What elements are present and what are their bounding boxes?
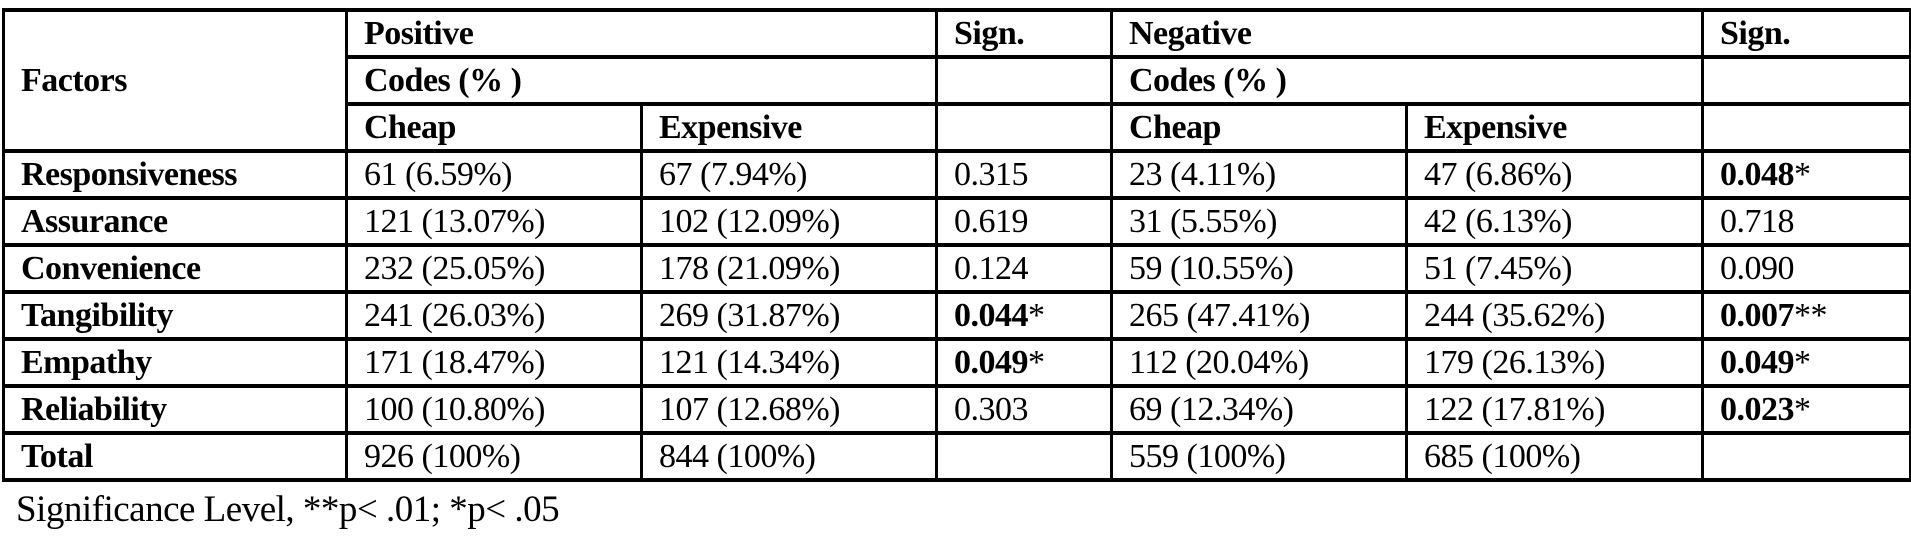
factor-cell: Assurance <box>2 196 348 247</box>
positive-expensive-cell: 269 (31.87%) <box>640 290 938 341</box>
table-row: Reliability 100 (10.80%) 107 (12.68%) 0.303… <box>2 384 1911 435</box>
negative-cheap-cell: 31 (5.55%) <box>1110 196 1408 247</box>
sig-value: 0.718 <box>1720 203 1795 240</box>
negative-expensive-cell: 685 (100%) <box>1404 431 1705 482</box>
positive-cheap-cell: 61 (6.59%) <box>345 149 643 200</box>
factor-cell: Convenience <box>2 243 348 294</box>
negative-cheap-cell: 59 (10.55%) <box>1110 243 1408 294</box>
sig-value: 0.090 <box>1720 250 1795 287</box>
header-codes-negative: Codes (% ) <box>1109 55 1705 106</box>
positive-cheap-cell: 121 (13.07%) <box>345 196 643 247</box>
sig-value: 0.007 <box>1720 297 1795 334</box>
table-row: Responsiveness 61 (6.59%) 67 (7.94%) 0.315 2… <box>2 149 1911 200</box>
positive-sign-cell <box>935 431 1113 482</box>
negative-cheap-cell: 112 (20.04%) <box>1110 337 1408 388</box>
factor-cell: Tangibility <box>2 290 348 341</box>
sig-value: 0.049 <box>1720 344 1795 381</box>
header-expensive-positive: Expensive <box>640 102 938 153</box>
negative-sign-cell: 0.048* <box>1701 149 1911 200</box>
table-row: Total 926 (100%) 844 (100%) 559 (100%) 685 (… <box>2 431 1911 482</box>
positive-cheap-cell: 241 (26.03%) <box>345 290 643 341</box>
header-empty-cell <box>1701 55 1911 106</box>
sig-value: 0.619 <box>954 203 1029 240</box>
factor-cell: Reliability <box>2 384 348 435</box>
positive-sign-cell: 0.619 <box>935 196 1113 247</box>
table-row: Convenience 232 (25.05%) 178 (21.09%) 0.124… <box>2 243 1911 294</box>
positive-cheap-cell: 926 (100%) <box>345 431 643 482</box>
negative-expensive-cell: 179 (26.13%) <box>1404 337 1705 388</box>
header-sign-positive: Sign. <box>935 8 1113 59</box>
negative-cheap-cell: 559 (100%) <box>1110 431 1408 482</box>
negative-expensive-cell: 47 (6.86%) <box>1404 149 1705 200</box>
sig-value: 0.023 <box>1720 391 1795 428</box>
sig-stars: * <box>1794 391 1811 428</box>
positive-sign-cell: 0.303 <box>935 384 1113 435</box>
header-factors: Factors <box>2 8 348 153</box>
header-empty-cell <box>1701 102 1911 153</box>
table-row: Assurance 121 (13.07%) 102 (12.09%) 0.619 31… <box>2 196 1911 247</box>
header-codes-positive: Codes (% ) <box>345 55 938 106</box>
negative-expensive-cell: 51 (7.45%) <box>1404 243 1705 294</box>
negative-cheap-cell: 23 (4.11%) <box>1110 149 1408 200</box>
page: Factors Positive Sign. Negative Sign. Co… <box>0 8 1911 546</box>
header-negative: Negative <box>1109 8 1705 59</box>
sig-stars: * <box>1028 344 1045 381</box>
header-cheap-positive: Cheap <box>345 102 643 153</box>
negative-sign-cell: 0.090 <box>1701 243 1911 294</box>
negative-expensive-cell: 244 (35.62%) <box>1404 290 1705 341</box>
sig-value: 0.315 <box>954 156 1029 193</box>
factor-cell: Responsiveness <box>2 149 348 200</box>
header-empty-cell <box>935 102 1113 153</box>
negative-sign-cell <box>1701 431 1911 482</box>
negative-sign-cell: 0.718 <box>1701 196 1911 247</box>
results-table: Factors Positive Sign. Negative Sign. Co… <box>2 8 1911 482</box>
positive-sign-cell: 0.315 <box>935 149 1113 200</box>
positive-expensive-cell: 121 (14.34%) <box>640 337 938 388</box>
factor-cell: Empathy <box>2 337 348 388</box>
positive-expensive-cell: 102 (12.09%) <box>640 196 938 247</box>
negative-cheap-cell: 265 (47.41%) <box>1110 290 1408 341</box>
sig-value: 0.124 <box>954 250 1029 287</box>
positive-cheap-cell: 232 (25.05%) <box>345 243 643 294</box>
positive-expensive-cell: 178 (21.09%) <box>640 243 938 294</box>
sig-stars: ** <box>1794 297 1828 334</box>
positive-cheap-cell: 100 (10.80%) <box>345 384 643 435</box>
positive-sign-cell: 0.044* <box>935 290 1113 341</box>
sig-stars: * <box>1794 156 1811 193</box>
sig-stars: * <box>1028 297 1045 334</box>
positive-expensive-cell: 67 (7.94%) <box>640 149 938 200</box>
table-row: Tangibility 241 (26.03%) 269 (31.87%) 0.044… <box>2 290 1911 341</box>
factor-cell: Total <box>2 431 348 482</box>
table-header: Factors Positive Sign. Negative Sign. Co… <box>2 8 1911 153</box>
positive-sign-cell: 0.124 <box>935 243 1113 294</box>
negative-expensive-cell: 122 (17.81%) <box>1404 384 1705 435</box>
header-sign-negative: Sign. <box>1701 8 1911 59</box>
header-expensive-negative: Expensive <box>1404 102 1705 153</box>
header-row-2: Codes (% ) Codes (% ) <box>4 55 1911 106</box>
negative-sign-cell: 0.023* <box>1701 384 1911 435</box>
sig-value: 0.048 <box>1720 156 1795 193</box>
sig-stars: * <box>1794 344 1811 381</box>
positive-cheap-cell: 171 (18.47%) <box>345 337 643 388</box>
sig-value: 0.049 <box>954 344 1029 381</box>
negative-expensive-cell: 42 (6.13%) <box>1404 196 1705 247</box>
header-positive: Positive <box>345 8 938 59</box>
negative-sign-cell: 0.007** <box>1701 290 1911 341</box>
sig-value: 0.044 <box>954 297 1029 334</box>
header-empty-cell <box>935 55 1113 106</box>
positive-expensive-cell: 107 (12.68%) <box>640 384 938 435</box>
table-row: Empathy 171 (18.47%) 121 (14.34%) 0.049* 112… <box>2 337 1911 388</box>
significance-note: Significance Level, **p< .01; *p< .05 <box>16 489 560 530</box>
positive-sign-cell: 0.049* <box>935 337 1113 388</box>
negative-sign-cell: 0.049* <box>1701 337 1911 388</box>
positive-expensive-cell: 844 (100%) <box>640 431 938 482</box>
header-cheap-negative: Cheap <box>1110 102 1408 153</box>
table-body: Responsiveness 61 (6.59%) 67 (7.94%) 0.315 2… <box>2 149 1911 482</box>
header-row-3: Cheap Expensive Cheap Expensive <box>4 102 1911 153</box>
negative-cheap-cell: 69 (12.34%) <box>1110 384 1408 435</box>
sig-value: 0.303 <box>954 391 1029 428</box>
header-row-1: Factors Positive Sign. Negative Sign. <box>2 8 1911 153</box>
